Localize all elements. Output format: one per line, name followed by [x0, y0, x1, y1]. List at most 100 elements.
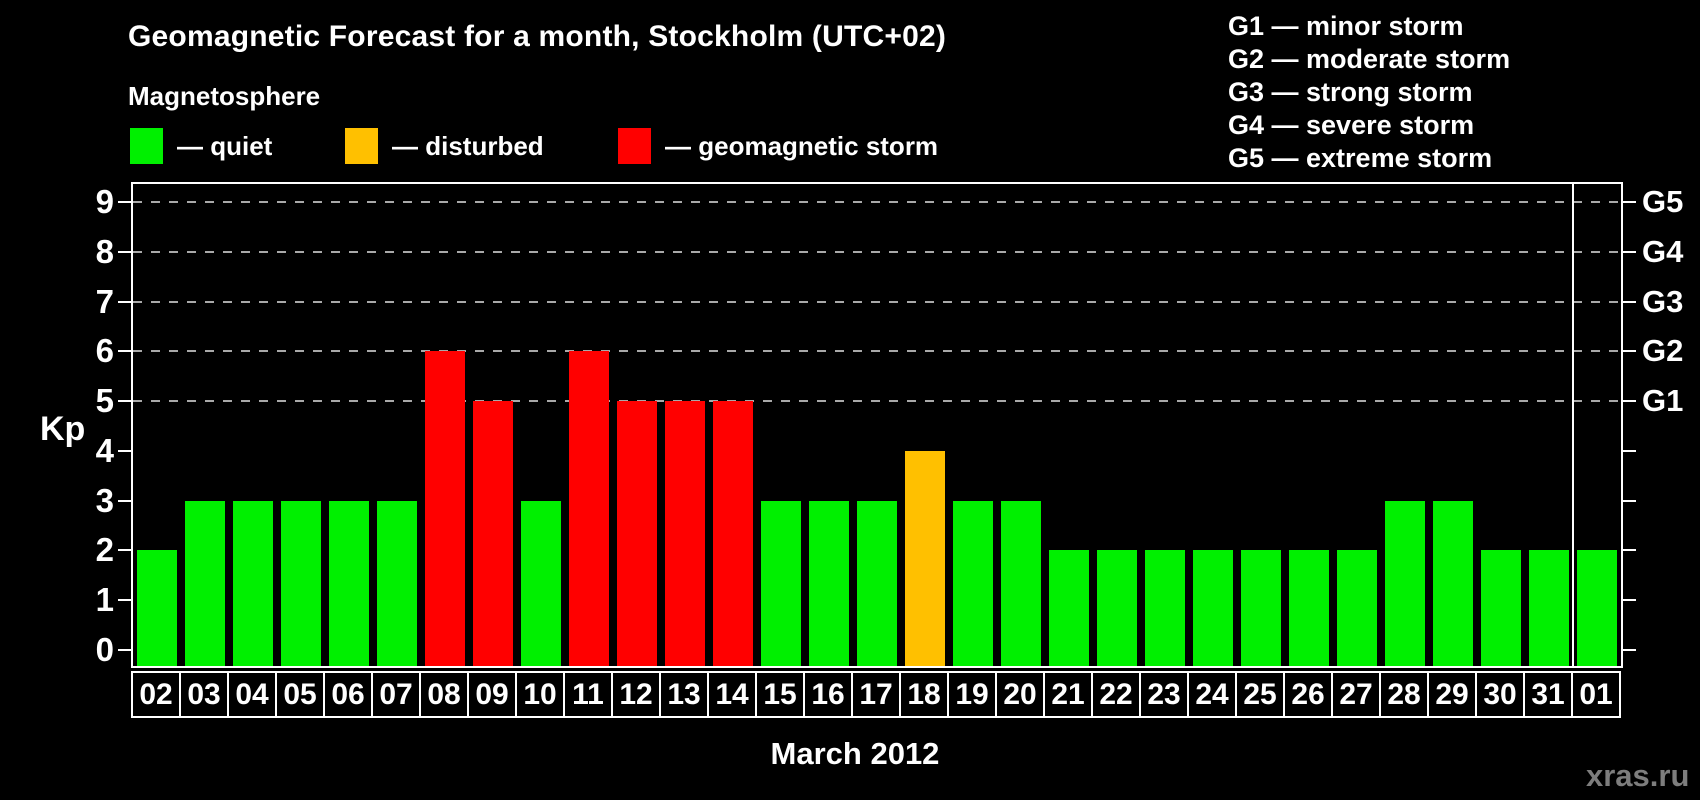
day-label-cell-10: 10 — [515, 671, 565, 718]
day-label-cell-23: 23 — [1139, 671, 1189, 718]
quiet-color-swatch — [130, 128, 163, 164]
day-label-cell-19: 19 — [947, 671, 997, 718]
day-label-cell-18: 18 — [899, 671, 949, 718]
y-axis-tick-label-3: 3 — [95, 481, 114, 519]
day-label-cell-24: 24 — [1187, 671, 1237, 718]
kp-bar-day-29 — [1433, 500, 1473, 666]
right-axis-tick-9 — [1623, 200, 1636, 203]
magnetosphere-heading: Magnetosphere — [128, 81, 321, 111]
g-legend-line-2: G2 — moderate storm — [1228, 44, 1511, 74]
plot-inner — [133, 184, 1621, 666]
day-label-cell-30: 30 — [1475, 671, 1525, 718]
watermark: xras.ru — [1586, 758, 1690, 793]
right-axis-tick-0 — [1623, 649, 1636, 651]
y-axis-tick-9 — [118, 200, 131, 203]
g-legend-line-1: G1 — minor storm — [1228, 11, 1464, 41]
kp-bar-day-26 — [1289, 550, 1329, 666]
gridline-kp5 — [133, 400, 1621, 403]
kp-bar-day-07 — [377, 500, 417, 666]
g-legend-line-3: G3 — strong storm — [1228, 77, 1473, 107]
right-axis-tick-6 — [1623, 350, 1636, 353]
kp-bar-day-03 — [185, 500, 225, 666]
day-label-cell-25: 25 — [1235, 671, 1285, 718]
day-label-cell-07: 07 — [371, 671, 421, 718]
right-axis-label-g5: G5 — [1642, 183, 1684, 219]
magnetosphere-legend: — quiet — disturbed — geomagnetic storm — [0, 123, 1100, 169]
legend-label-storm: — geomagnetic storm — [665, 130, 939, 161]
day-label-cell-13: 13 — [659, 671, 709, 718]
y-axis-tick-1 — [118, 599, 131, 602]
kp-bar-day-28 — [1385, 500, 1425, 666]
legend-item-storm: — geomagnetic storm — [618, 123, 938, 169]
y-axis-tick-label-7: 7 — [95, 282, 114, 320]
legend-item-disturbed: — disturbed — [345, 123, 544, 169]
day-label-cell-09: 09 — [467, 671, 517, 718]
day-label-cell-03: 03 — [179, 671, 229, 718]
day-label-cell-20: 20 — [995, 671, 1045, 718]
day-label-cell-31: 31 — [1523, 671, 1573, 718]
y-axis-tick-4 — [118, 449, 131, 452]
y-axis-tick-0 — [118, 649, 131, 651]
gridline-kp8 — [133, 250, 1621, 253]
g-scale-legend: G1 — minor storm G2 — moderate storm G3 — … — [1228, 10, 1510, 175]
month-separator-line — [1572, 184, 1574, 666]
kp-bar-day-19 — [953, 500, 993, 666]
right-axis-label-g1: G1 — [1642, 383, 1684, 419]
day-label-cell-27: 27 — [1331, 671, 1381, 718]
kp-bar-day-31 — [1529, 550, 1569, 666]
y-axis-tick-3 — [118, 499, 131, 502]
x-axis-title: March 2012 — [770, 736, 940, 771]
legend-label-quiet: — quiet — [177, 130, 273, 161]
y-axis-tick-label-1: 1 — [95, 581, 114, 619]
kp-bar-day-30 — [1481, 550, 1521, 666]
day-label-cell-04: 04 — [227, 671, 277, 718]
right-axis-tick-2 — [1623, 549, 1636, 552]
legend-label-disturbed: — disturbed — [392, 130, 544, 161]
right-axis-label-g4: G4 — [1642, 233, 1684, 269]
kp-bar-day-16 — [809, 500, 849, 666]
kp-bar-day-04 — [233, 500, 273, 666]
kp-bar-day-21 — [1049, 550, 1089, 666]
day-label-cell-22: 22 — [1091, 671, 1141, 718]
kp-bar-day-02 — [137, 550, 177, 666]
g-legend-line-5: G5 — extreme storm — [1228, 143, 1493, 173]
day-label-cell-06: 06 — [323, 671, 373, 718]
kp-bar-day-22 — [1097, 550, 1137, 666]
y-axis-tick-label-9: 9 — [95, 182, 114, 220]
day-label-cell-14: 14 — [707, 671, 757, 718]
kp-bar-day-05 — [281, 500, 321, 666]
day-label-cell-15: 15 — [755, 671, 805, 718]
y-axis-tick-label-4: 4 — [95, 431, 114, 469]
kp-bar-day-23 — [1145, 550, 1185, 666]
kp-bar-day-17 — [857, 500, 897, 666]
y-axis-tick-8 — [118, 250, 131, 253]
day-label-cell-12: 12 — [611, 671, 661, 718]
day-label-cell-01: 01 — [1571, 671, 1621, 718]
kp-bar-day-08 — [425, 351, 465, 666]
kp-bar-day-25 — [1241, 550, 1281, 666]
right-axis-tick-7 — [1623, 300, 1636, 303]
kp-bar-day-09 — [473, 401, 513, 666]
day-label-cell-08: 08 — [419, 671, 469, 718]
right-axis-tick-8 — [1623, 250, 1636, 253]
y-axis-tick-label-8: 8 — [95, 232, 114, 270]
kp-bar-day-18 — [905, 450, 945, 666]
right-axis-label-g3: G3 — [1642, 283, 1684, 319]
right-axis-label-g2: G2 — [1642, 333, 1684, 369]
kp-bar-day-06 — [329, 500, 369, 666]
day-label-cell-28: 28 — [1379, 671, 1429, 718]
storm-color-swatch — [618, 128, 651, 164]
kp-bar-day-14 — [713, 401, 753, 666]
right-axis-tick-3 — [1623, 499, 1636, 502]
kp-bar-day-11 — [569, 351, 609, 666]
kp-bar-day-24 — [1193, 550, 1233, 666]
disturbed-color-swatch — [345, 128, 378, 164]
y-axis-tick-label-2: 2 — [95, 531, 114, 569]
right-axis-tick-4 — [1623, 449, 1636, 452]
gridline-kp6 — [133, 350, 1621, 353]
g-legend-line-4: G4 — severe storm — [1228, 110, 1475, 140]
y-axis-tick-5 — [118, 400, 131, 403]
plot-area — [131, 182, 1623, 668]
y-axis-tick-label-6: 6 — [95, 332, 114, 370]
